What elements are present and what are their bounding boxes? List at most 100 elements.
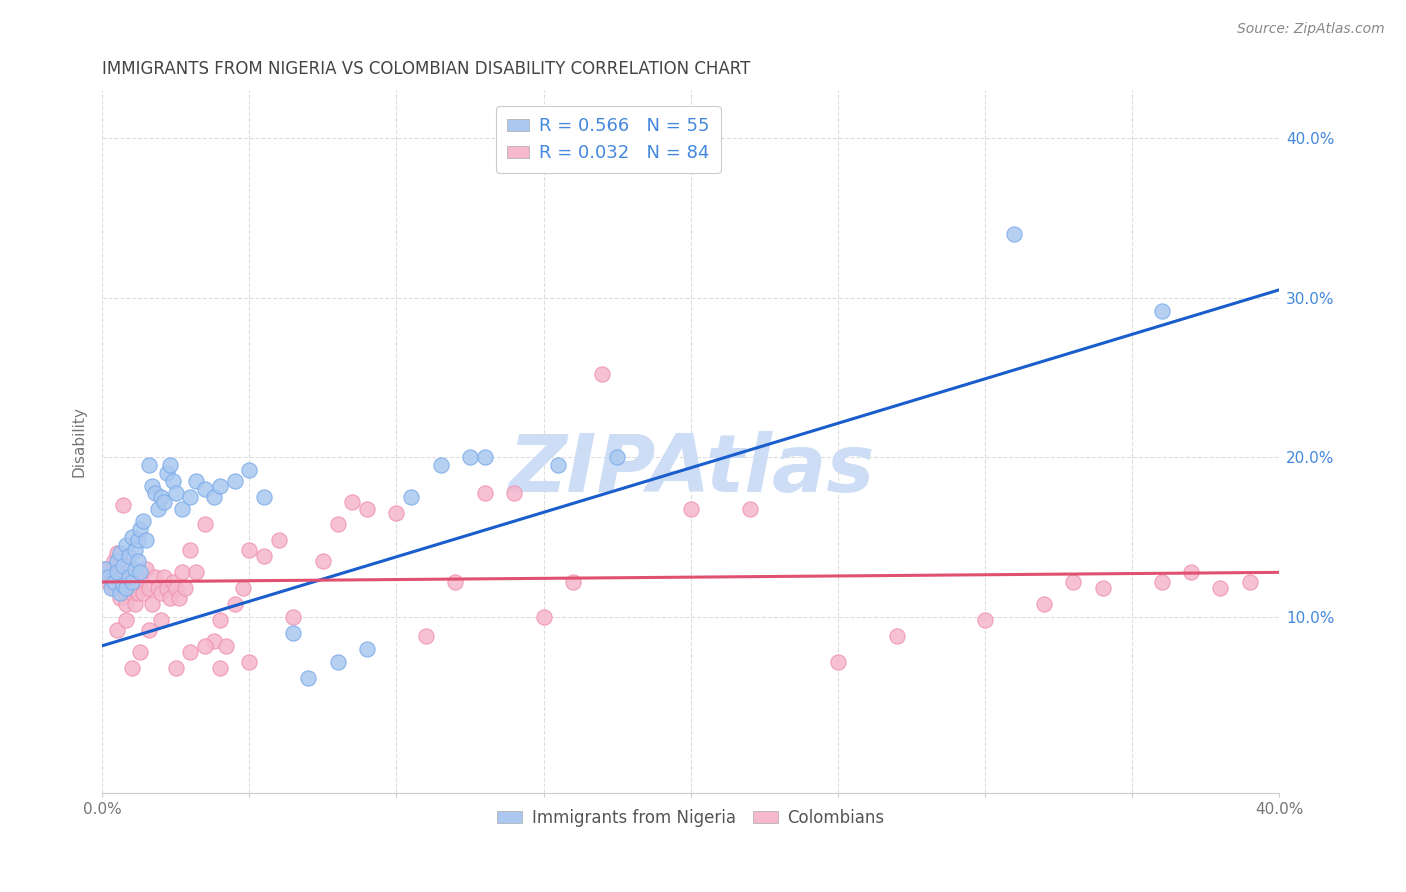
Point: [124, 570, 146, 584]
Point: [159, 458, 181, 473]
Text: IMMIGRANTS FROM NIGERIA VS COLOMBIAN DISABILITY CORRELATION CHART: IMMIGRANTS FROM NIGERIA VS COLOMBIAN DIS…: [103, 60, 751, 78]
Point: [215, 639, 238, 653]
Point: [105, 546, 128, 560]
Point: [108, 554, 131, 568]
Point: [238, 463, 260, 477]
Point: [562, 574, 585, 589]
Point: [533, 610, 555, 624]
Point: [114, 586, 136, 600]
Point: [97, 570, 120, 584]
Point: [679, 501, 702, 516]
Point: [124, 543, 146, 558]
Point: [159, 591, 181, 605]
Point: [127, 533, 149, 548]
Point: [312, 554, 335, 568]
Point: [129, 522, 152, 536]
Point: [1062, 574, 1084, 589]
Legend: Immigrants from Nigeria, Colombians: Immigrants from Nigeria, Colombians: [491, 802, 891, 833]
Point: [114, 597, 136, 611]
Point: [114, 613, 136, 627]
Point: [179, 491, 201, 505]
Point: [111, 578, 134, 592]
Point: [114, 582, 136, 596]
Point: [342, 495, 364, 509]
Point: [458, 450, 481, 465]
Point: [118, 559, 141, 574]
Point: [170, 566, 193, 580]
Point: [124, 562, 146, 576]
Point: [738, 501, 761, 516]
Point: [267, 533, 290, 548]
Point: [238, 543, 260, 558]
Point: [105, 554, 128, 568]
Point: [356, 642, 378, 657]
Point: [238, 655, 260, 669]
Point: [606, 450, 628, 465]
Point: [111, 559, 134, 574]
Point: [224, 475, 246, 489]
Point: [150, 613, 173, 627]
Point: [224, 597, 246, 611]
Point: [138, 623, 160, 637]
Point: [253, 491, 276, 505]
Point: [1150, 303, 1173, 318]
Point: [127, 554, 149, 568]
Point: [103, 574, 125, 589]
Point: [100, 582, 122, 596]
Point: [121, 574, 143, 589]
Point: [474, 450, 496, 465]
Point: [111, 578, 134, 592]
Point: [143, 485, 166, 500]
Point: [208, 479, 231, 493]
Point: [253, 549, 276, 564]
Point: [94, 562, 117, 576]
Point: [118, 570, 141, 584]
Point: [356, 501, 378, 516]
Point: [124, 597, 146, 611]
Point: [194, 483, 217, 497]
Point: [97, 574, 120, 589]
Point: [150, 586, 173, 600]
Point: [179, 543, 201, 558]
Point: [326, 517, 349, 532]
Point: [141, 597, 163, 611]
Point: [100, 570, 122, 584]
Point: [105, 566, 128, 580]
Point: [194, 639, 217, 653]
Point: [103, 554, 125, 568]
Point: [121, 586, 143, 600]
Point: [886, 629, 908, 643]
Point: [415, 629, 437, 643]
Point: [232, 582, 254, 596]
Point: [297, 671, 319, 685]
Point: [150, 491, 173, 505]
Point: [202, 491, 225, 505]
Point: [173, 582, 195, 596]
Point: [1209, 582, 1232, 596]
Point: [114, 538, 136, 552]
Point: [118, 549, 141, 564]
Point: [167, 591, 190, 605]
Point: [592, 368, 614, 382]
Point: [103, 582, 125, 596]
Text: ZIPAtlas: ZIPAtlas: [508, 431, 875, 508]
Point: [138, 582, 160, 596]
Point: [827, 655, 849, 669]
Point: [156, 582, 179, 596]
Point: [94, 562, 117, 576]
Point: [1150, 574, 1173, 589]
Point: [153, 570, 176, 584]
Point: [105, 623, 128, 637]
Point: [108, 546, 131, 560]
Point: [135, 562, 157, 576]
Point: [111, 498, 134, 512]
Point: [326, 655, 349, 669]
Point: [132, 514, 155, 528]
Point: [129, 566, 152, 580]
Point: [108, 591, 131, 605]
Point: [105, 566, 128, 580]
Text: Source: ZipAtlas.com: Source: ZipAtlas.com: [1237, 22, 1385, 37]
Point: [118, 570, 141, 584]
Point: [156, 467, 179, 481]
Point: [135, 533, 157, 548]
